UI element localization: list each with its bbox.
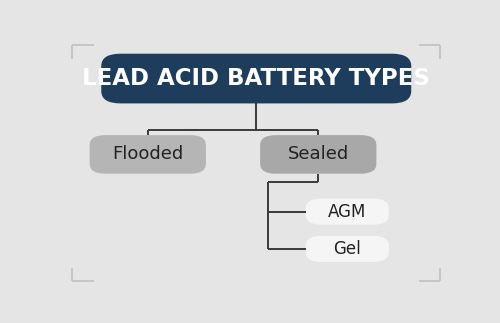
- FancyBboxPatch shape: [101, 54, 411, 103]
- FancyBboxPatch shape: [260, 135, 376, 174]
- Text: Flooded: Flooded: [112, 145, 184, 163]
- Text: LEAD ACID BATTERY TYPES: LEAD ACID BATTERY TYPES: [82, 67, 430, 90]
- FancyBboxPatch shape: [306, 236, 389, 262]
- FancyBboxPatch shape: [306, 199, 389, 225]
- Text: Sealed: Sealed: [288, 145, 349, 163]
- FancyBboxPatch shape: [90, 135, 206, 174]
- Text: AGM: AGM: [328, 203, 366, 221]
- Text: Gel: Gel: [334, 240, 361, 258]
